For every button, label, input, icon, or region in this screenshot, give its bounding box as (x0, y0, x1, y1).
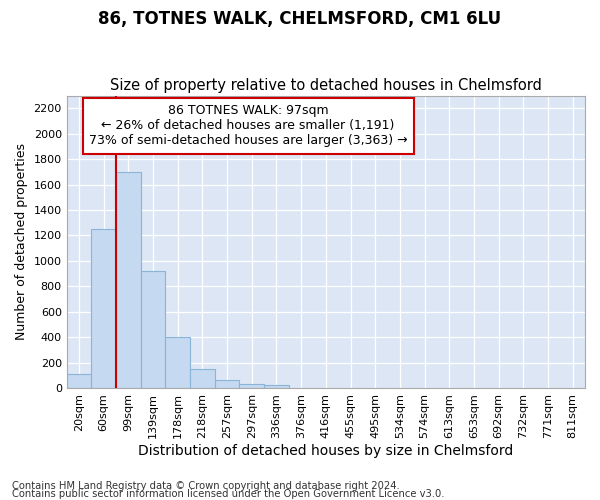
X-axis label: Distribution of detached houses by size in Chelmsford: Distribution of detached houses by size … (138, 444, 514, 458)
Text: Contains HM Land Registry data © Crown copyright and database right 2024.: Contains HM Land Registry data © Crown c… (12, 481, 400, 491)
Title: Size of property relative to detached houses in Chelmsford: Size of property relative to detached ho… (110, 78, 542, 93)
Bar (239, 384, 264, 388)
Bar (166, 337, 190, 388)
Bar (141, 271, 166, 388)
Bar (264, 385, 289, 388)
Text: 86 TOTNES WALK: 97sqm
← 26% of detached houses are smaller (1,191)
73% of semi-d: 86 TOTNES WALK: 97sqm ← 26% of detached … (89, 104, 407, 148)
Y-axis label: Number of detached properties: Number of detached properties (15, 144, 28, 340)
Text: 86, TOTNES WALK, CHELMSFORD, CM1 6LU: 86, TOTNES WALK, CHELMSFORD, CM1 6LU (98, 10, 502, 28)
Bar (67, 374, 91, 388)
Bar (215, 380, 239, 388)
Text: Contains public sector information licensed under the Open Government Licence v3: Contains public sector information licen… (12, 489, 445, 499)
Bar (91, 229, 116, 388)
Bar (116, 172, 141, 388)
Bar (190, 369, 215, 388)
